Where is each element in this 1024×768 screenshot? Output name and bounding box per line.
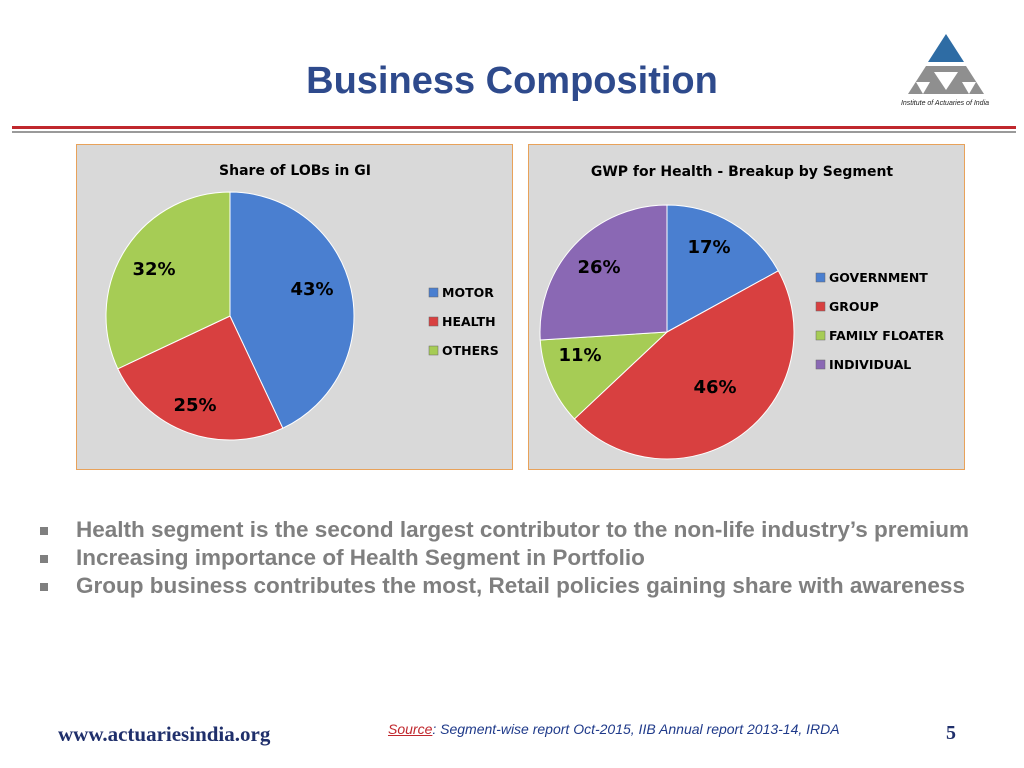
source-label: Source xyxy=(388,721,433,737)
source-note: Source: Segment-wise report Oct-2015, II… xyxy=(388,721,840,737)
lob-slice-motor xyxy=(229,191,355,429)
health-legend-label-government: GOVERNMENT xyxy=(829,270,928,285)
health-data-label-group: 46% xyxy=(693,377,736,398)
health-slice-family-floater xyxy=(539,331,669,420)
chart-lob-share: Share of LOBs in GI 43% 25% 32% MOTOR HEALTH O… xyxy=(76,144,513,470)
bullet-marker xyxy=(40,583,48,591)
footer-url[interactable]: www.actuariesindia.org xyxy=(58,722,271,746)
lob-data-label-others: 32% xyxy=(132,259,175,280)
health-legend-swatch-individual xyxy=(815,359,826,370)
bullet-item: Health segment is the second largest con… xyxy=(36,518,996,542)
health-data-label-individual: 26% xyxy=(577,257,620,278)
lob-slice-health xyxy=(117,315,284,441)
health-legend-label-group: GROUP xyxy=(829,299,879,314)
lob-data-label-health: 25% xyxy=(173,395,216,416)
institute-logo xyxy=(908,34,984,94)
lob-legend-swatch-health xyxy=(428,316,439,327)
health-legend-swatch-group xyxy=(815,301,826,312)
bullet-list: Health segment is the second largest con… xyxy=(36,518,996,602)
bullet-text: Group business contributes the most, Ret… xyxy=(76,573,965,598)
bullet-marker xyxy=(40,555,48,563)
health-legend-swatch-government xyxy=(815,272,826,283)
health-data-label-government: 17% xyxy=(687,237,730,258)
health-legend-swatch-family-floater xyxy=(815,330,826,341)
page-number: 5 xyxy=(946,722,956,744)
lob-legend-swatch-motor xyxy=(428,287,439,298)
bullet-text: Health segment is the second largest con… xyxy=(76,517,970,542)
chart-lob-share-svg: Share of LOBs in GI 43% 25% 32% MOTOR HEALTH O… xyxy=(105,163,499,441)
logo-caption: Institute of Actuaries of India xyxy=(900,100,990,107)
bullet-marker xyxy=(40,527,48,535)
health-slice-government xyxy=(666,204,779,333)
lob-legend-label-motor: MOTOR xyxy=(442,285,494,300)
title-rule-gray xyxy=(12,131,1016,133)
source-text: : Segment-wise report Oct-2015, IIB Annu… xyxy=(432,721,840,737)
bullet-item: Increasing importance of Health Segment … xyxy=(36,546,996,570)
lob-data-label-motor: 43% xyxy=(290,279,333,300)
chart-health-segment: GWP for Health - Breakup by Segment 17% 46… xyxy=(528,144,965,470)
lob-legend-swatch-others xyxy=(428,345,439,356)
chart-health-segment-svg: GWP for Health - Breakup by Segment 17% 46… xyxy=(539,164,944,460)
health-legend-label-family-floater: FAMILY FLOATER xyxy=(829,328,944,343)
health-legend-label-individual: INDIVIDUAL xyxy=(829,357,911,372)
lob-legend-label-others: OTHERS xyxy=(442,343,499,358)
bullet-item: Group business contributes the most, Ret… xyxy=(36,574,996,598)
bullet-text: Increasing importance of Health Segment … xyxy=(76,545,645,570)
title-rule-red xyxy=(12,126,1016,129)
health-slice-group xyxy=(573,270,795,460)
health-data-label-family-floater: 11% xyxy=(558,345,601,366)
health-slice-individual xyxy=(539,204,668,341)
lob-chart-title: Share of LOBs in GI xyxy=(219,163,371,179)
health-chart-title: GWP for Health - Breakup by Segment xyxy=(591,164,894,180)
lob-slice-others xyxy=(105,191,231,370)
slide-title: Business Composition xyxy=(306,60,718,102)
lob-legend-label-health: HEALTH xyxy=(442,314,496,329)
